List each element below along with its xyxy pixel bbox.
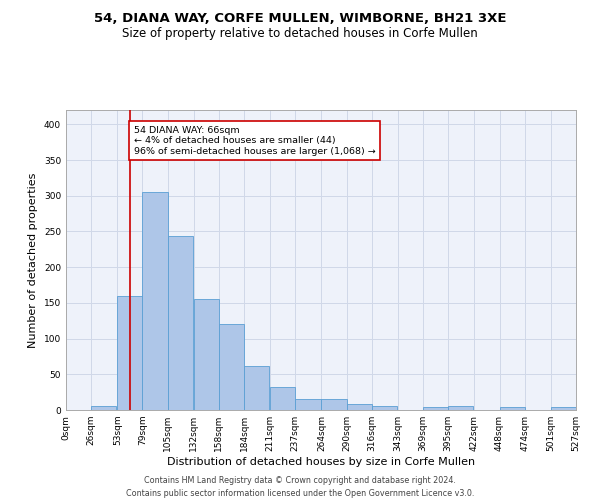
Bar <box>117 296 142 410</box>
Bar <box>347 404 372 410</box>
Bar <box>167 236 193 410</box>
Text: Contains HM Land Registry data © Crown copyright and database right 2024.
Contai: Contains HM Land Registry data © Crown c… <box>126 476 474 498</box>
Bar <box>142 192 167 410</box>
Bar <box>194 300 219 410</box>
Bar <box>448 406 473 410</box>
Text: 54 DIANA WAY: 66sqm
← 4% of detached houses are smaller (44)
96% of semi-detache: 54 DIANA WAY: 66sqm ← 4% of detached hou… <box>134 126 376 156</box>
Text: 54, DIANA WAY, CORFE MULLEN, WIMBORNE, BH21 3XE: 54, DIANA WAY, CORFE MULLEN, WIMBORNE, B… <box>94 12 506 26</box>
Bar <box>270 387 295 410</box>
Bar <box>551 407 576 410</box>
Bar <box>500 407 525 410</box>
Bar <box>295 400 320 410</box>
Text: Size of property relative to detached houses in Corfe Mullen: Size of property relative to detached ho… <box>122 28 478 40</box>
Bar <box>423 407 448 410</box>
Bar <box>372 406 397 410</box>
X-axis label: Distribution of detached houses by size in Corfe Mullen: Distribution of detached houses by size … <box>167 457 475 467</box>
Bar <box>244 366 269 410</box>
Bar <box>219 324 244 410</box>
Bar <box>322 400 347 410</box>
Bar <box>91 406 116 410</box>
Y-axis label: Number of detached properties: Number of detached properties <box>28 172 38 348</box>
